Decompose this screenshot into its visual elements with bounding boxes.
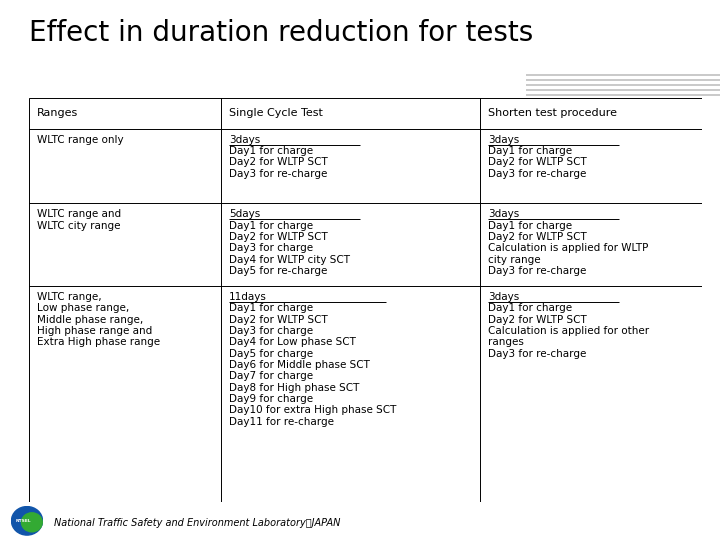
Circle shape — [12, 507, 42, 535]
Text: Day11 for re-charge: Day11 for re-charge — [229, 416, 334, 427]
Text: Day3 for re-charge: Day3 for re-charge — [488, 349, 586, 359]
Text: Day1 for charge: Day1 for charge — [229, 221, 313, 231]
Text: Day5 for charge: Day5 for charge — [229, 349, 313, 359]
Text: Ranges: Ranges — [37, 109, 78, 118]
Text: Day3 for re-charge: Day3 for re-charge — [229, 168, 327, 179]
Text: Day8 for High phase SCT: Day8 for High phase SCT — [229, 383, 359, 393]
Text: Calculation is applied for other: Calculation is applied for other — [488, 326, 649, 336]
Text: WLTC range and: WLTC range and — [37, 210, 121, 219]
Text: 3days: 3days — [488, 210, 519, 219]
Text: ranges: ranges — [488, 338, 523, 347]
Text: Day3 for charge: Day3 for charge — [229, 326, 313, 336]
Text: Effect in duration reduction for tests: Effect in duration reduction for tests — [29, 19, 533, 47]
Text: WLTC range,: WLTC range, — [37, 292, 102, 302]
Text: 3days: 3days — [488, 134, 519, 145]
Text: National Traffic Safety and Environment Laboratory．JAPAN: National Traffic Safety and Environment … — [54, 518, 341, 528]
Circle shape — [22, 513, 42, 532]
Text: 11days: 11days — [229, 292, 266, 302]
Text: Single Cycle Test: Single Cycle Test — [229, 109, 323, 118]
Text: Middle phase range,: Middle phase range, — [37, 315, 143, 325]
Text: Day1 for charge: Day1 for charge — [488, 221, 572, 231]
Text: NTSEL: NTSEL — [15, 519, 31, 523]
Text: Day5 for re-charge: Day5 for re-charge — [229, 266, 327, 276]
Text: Day2 for WLTP SCT: Day2 for WLTP SCT — [229, 232, 328, 242]
Text: High phase range and: High phase range and — [37, 326, 152, 336]
Text: Calculation is applied for WLTP: Calculation is applied for WLTP — [488, 244, 648, 253]
Text: 3days: 3days — [488, 292, 519, 302]
Text: 3days: 3days — [229, 134, 260, 145]
Text: Day2 for WLTP SCT: Day2 for WLTP SCT — [488, 232, 587, 242]
Text: Day1 for charge: Day1 for charge — [488, 146, 572, 156]
Text: Day6 for Middle phase SCT: Day6 for Middle phase SCT — [229, 360, 369, 370]
Text: Day3 for charge: Day3 for charge — [229, 244, 313, 253]
Text: WLTC range only: WLTC range only — [37, 134, 124, 145]
Text: Day10 for extra High phase SCT: Day10 for extra High phase SCT — [229, 405, 396, 415]
Text: Day2 for WLTP SCT: Day2 for WLTP SCT — [229, 157, 328, 167]
Text: Day1 for charge: Day1 for charge — [229, 303, 313, 314]
Text: Day2 for WLTP SCT: Day2 for WLTP SCT — [229, 315, 328, 325]
Text: WLTC city range: WLTC city range — [37, 221, 120, 231]
Text: Day1 for charge: Day1 for charge — [229, 146, 313, 156]
Text: Day2 for WLTP SCT: Day2 for WLTP SCT — [488, 315, 587, 325]
Text: Shorten test procedure: Shorten test procedure — [488, 109, 617, 118]
Text: Day4 for Low phase SCT: Day4 for Low phase SCT — [229, 338, 356, 347]
Text: Extra High phase range: Extra High phase range — [37, 338, 160, 347]
Text: Day1 for charge: Day1 for charge — [488, 303, 572, 314]
Text: 5days: 5days — [229, 210, 260, 219]
Text: Day4 for WLTP city SCT: Day4 for WLTP city SCT — [229, 254, 350, 265]
Text: Day7 for charge: Day7 for charge — [229, 372, 313, 381]
Text: city range: city range — [488, 254, 541, 265]
Text: Day3 for re-charge: Day3 for re-charge — [488, 168, 586, 179]
Text: Low phase range,: Low phase range, — [37, 303, 129, 314]
Text: Day2 for WLTP SCT: Day2 for WLTP SCT — [488, 157, 587, 167]
Text: Day9 for charge: Day9 for charge — [229, 394, 313, 404]
Text: Day3 for re-charge: Day3 for re-charge — [488, 266, 586, 276]
